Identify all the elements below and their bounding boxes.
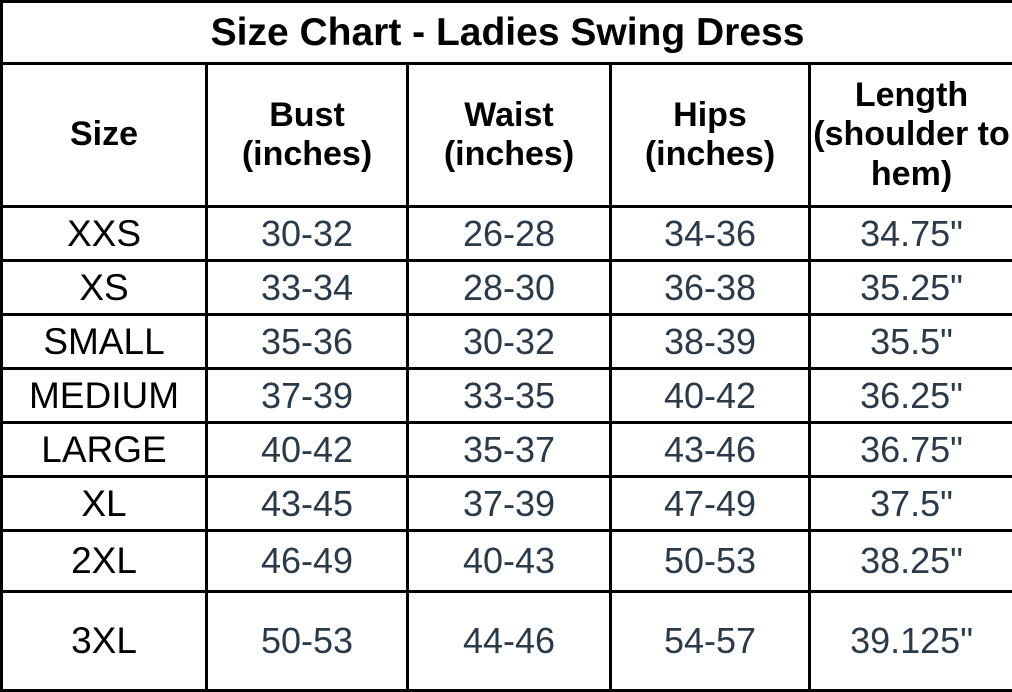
column-header-bust: Bust (inches) (207, 64, 408, 207)
hips-value-cell: 43-46 (611, 423, 810, 477)
column-header-waist: Waist (inches) (408, 64, 611, 207)
table-row-small: SMALL 35-36 30-32 38-39 35.5" (2, 315, 1012, 369)
waist-value-cell: 28-30 (408, 261, 611, 315)
bust-value-cell: 40-42 (207, 423, 408, 477)
waist-value-cell: 30-32 (408, 315, 611, 369)
waist-value-cell: 33-35 (408, 369, 611, 423)
hips-value-cell: 38-39 (611, 315, 810, 369)
waist-value-cell: 26-28 (408, 207, 611, 261)
hips-value-cell: 34-36 (611, 207, 810, 261)
length-value-cell: 36.25" (810, 369, 1012, 423)
title-row: Size Chart - Ladies Swing Dress (2, 2, 1012, 64)
size-label-cell: SMALL (2, 315, 207, 369)
length-value-cell: 39.125" (810, 592, 1012, 691)
table-row-xxs: XXS 30-32 26-28 34-36 34.75" (2, 207, 1012, 261)
bust-value-cell: 46-49 (207, 531, 408, 592)
size-label-cell: XS (2, 261, 207, 315)
hips-value-cell: 36-38 (611, 261, 810, 315)
size-label-cell: XXS (2, 207, 207, 261)
table-row-xs: XS 33-34 28-30 36-38 35.25" (2, 261, 1012, 315)
size-label-cell: LARGE (2, 423, 207, 477)
hips-value-cell: 40-42 (611, 369, 810, 423)
bust-value-cell: 35-36 (207, 315, 408, 369)
bust-value-cell: 43-45 (207, 477, 408, 531)
hips-value-cell: 47-49 (611, 477, 810, 531)
waist-value-cell: 44-46 (408, 592, 611, 691)
waist-value-cell: 35-37 (408, 423, 611, 477)
length-value-cell: 36.75" (810, 423, 1012, 477)
column-header-size: Size (2, 64, 207, 207)
header-row: Size Bust (inches) Waist (inches) Hips (… (2, 64, 1012, 207)
bust-value-cell: 30-32 (207, 207, 408, 261)
table-row-xl: XL 43-45 37-39 47-49 37.5" (2, 477, 1012, 531)
length-value-cell: 38.25" (810, 531, 1012, 592)
hips-value-cell: 54-57 (611, 592, 810, 691)
table-row-medium: MEDIUM 37-39 33-35 40-42 36.25" (2, 369, 1012, 423)
waist-value-cell: 40-43 (408, 531, 611, 592)
column-header-hips: Hips (inches) (611, 64, 810, 207)
hips-value-cell: 50-53 (611, 531, 810, 592)
bust-value-cell: 50-53 (207, 592, 408, 691)
length-value-cell: 35.25" (810, 261, 1012, 315)
size-label-cell: MEDIUM (2, 369, 207, 423)
bust-value-cell: 33-34 (207, 261, 408, 315)
table-row-3xl: 3XL 50-53 44-46 54-57 39.125" (2, 592, 1012, 691)
length-value-cell: 35.5" (810, 315, 1012, 369)
table-row-large: LARGE 40-42 35-37 43-46 36.75" (2, 423, 1012, 477)
table-row-2xl: 2XL 46-49 40-43 50-53 38.25" (2, 531, 1012, 592)
length-value-cell: 37.5" (810, 477, 1012, 531)
bust-value-cell: 37-39 (207, 369, 408, 423)
chart-title: Size Chart - Ladies Swing Dress (2, 2, 1012, 64)
waist-value-cell: 37-39 (408, 477, 611, 531)
length-value-cell: 34.75" (810, 207, 1012, 261)
size-label-cell: XL (2, 477, 207, 531)
size-label-cell: 3XL (2, 592, 207, 691)
size-label-cell: 2XL (2, 531, 207, 592)
column-header-length: Length (shoulder to hem) (810, 64, 1012, 207)
